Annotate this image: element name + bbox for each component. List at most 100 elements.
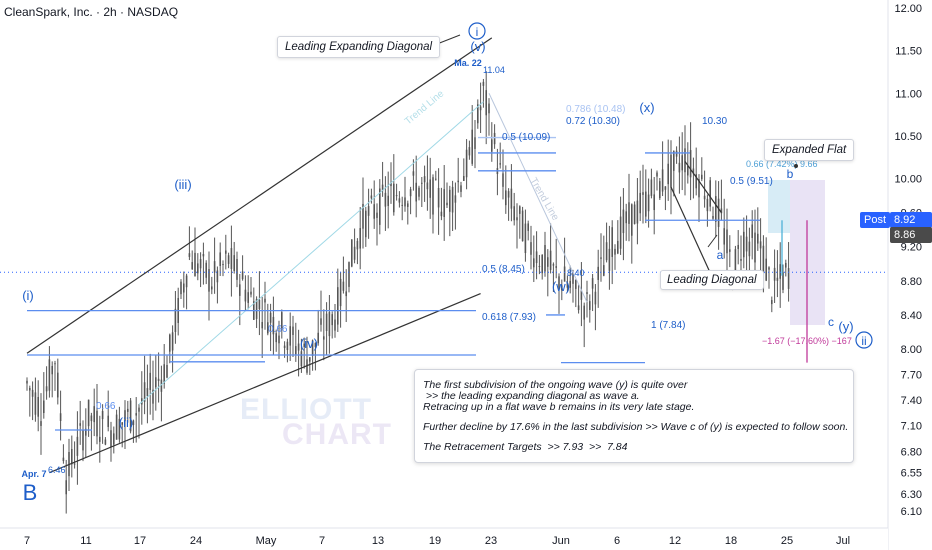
candle-body [320,318,322,325]
wave-label-ii: (ii) [119,415,133,430]
candle-body [395,195,398,197]
candle-body [379,188,381,225]
candle-body [34,392,37,415]
candle-body [437,188,440,208]
candle-body [709,180,711,207]
candle-body [555,266,557,268]
candle-body [26,380,28,384]
wave-label-x: (x) [639,100,654,115]
candle-body [191,262,193,270]
candle-body [449,189,451,212]
candle-body [244,289,247,302]
candle-body [664,186,667,190]
candle-body [611,227,613,257]
candle-body [586,292,588,294]
candle-body [230,248,233,269]
candle-body [247,292,249,303]
candle-body [104,439,107,445]
candle-body [625,211,627,224]
candle-body [471,129,473,164]
low-price-label: 6.46 [48,465,66,475]
candle-body [278,335,280,344]
candle-body [337,287,339,325]
candle-body [208,269,210,292]
candle-body [589,301,591,310]
candle-body [454,195,457,203]
candle-body [40,421,42,426]
candle-body [71,448,73,465]
callout-leading-expanding-diagonal[interactable]: Leading Expanding Diagonal [277,36,441,58]
candle-body [426,182,429,190]
candle-body [636,200,639,224]
candle-body [328,312,331,337]
candle-body [152,389,154,404]
candle-body [132,420,135,425]
price-axis-panel [888,0,932,550]
candle-body [241,271,244,280]
candle-body [673,150,675,171]
candle-body [779,264,781,279]
price-tick-label: 7.70 [901,370,922,382]
candle-body [107,415,109,427]
wave-label-B: B [23,480,38,505]
leading-diagonal-upper [684,161,722,213]
candle-body [479,106,482,111]
symbol-title[interactable]: CleanSpark, Inc. · 2h · NASDAQ [4,5,179,19]
callout-pointer-i [436,34,461,45]
time-tick-label: 19 [429,535,441,547]
candle-body [603,265,605,276]
candle-body [264,298,266,303]
candle-body [29,387,31,391]
candle-body [317,332,319,344]
candle-body [110,430,112,448]
candle-body [782,272,784,290]
candle-body [751,224,753,238]
candle-body [765,258,767,281]
candle-body [255,298,258,319]
candle-body [51,365,53,375]
candle-body [493,132,496,145]
candle-body [359,228,361,249]
leading-diagonal-lower [670,186,717,286]
price-tick-label: 8.00 [901,344,922,356]
candle-body [639,192,641,214]
candle-body [219,252,221,266]
time-tick-label: 12 [669,535,681,547]
candle-body [384,192,387,207]
watermark-chart: CHART [282,418,392,451]
candle-body [505,190,507,206]
candle-body [698,179,700,198]
candle-body [297,343,300,351]
candle-body [376,212,378,218]
note-line-2: >> the leading expanding diagonal as wav… [423,390,640,402]
candle-body [712,215,714,219]
callout-expanded-flat[interactable]: Expanded Flat [764,139,855,161]
candle-body [90,415,93,422]
callout-leading-diagonal[interactable]: Leading Diagonal [660,270,764,290]
wave-b-rise-box[interactable] [768,180,790,233]
price-tick-label: 11.50 [895,46,922,58]
drawing-overlay: 0.786 (10.48)0.72 (10.30) 0.5 (10.09) 0.5 … [0,22,888,505]
candle-body [633,204,636,225]
wave-label-i: (i) [22,288,34,303]
time-tick-label: May [256,535,277,547]
projection-ratio-label: −1.67 (−17.60%) −167 [762,336,852,346]
candle-body [583,305,585,320]
candle-body [549,250,552,270]
candle-body [748,241,751,257]
candle-body [597,266,599,280]
analysis-note[interactable]: The first subdivision of the ongoing wav… [414,369,854,463]
wave-label-w: (w) [552,279,570,294]
candle-body [656,172,658,177]
candle-body [502,173,504,187]
time-tick-label: Jul [836,535,850,547]
candle-body [121,422,123,425]
candle-body [569,280,571,288]
candle-body [73,463,76,465]
wave-ii-circle [855,331,873,349]
candle-body [194,252,196,276]
candle-body [367,206,370,216]
candle-body [362,203,364,229]
price-tick-label: 11.00 [895,88,922,100]
